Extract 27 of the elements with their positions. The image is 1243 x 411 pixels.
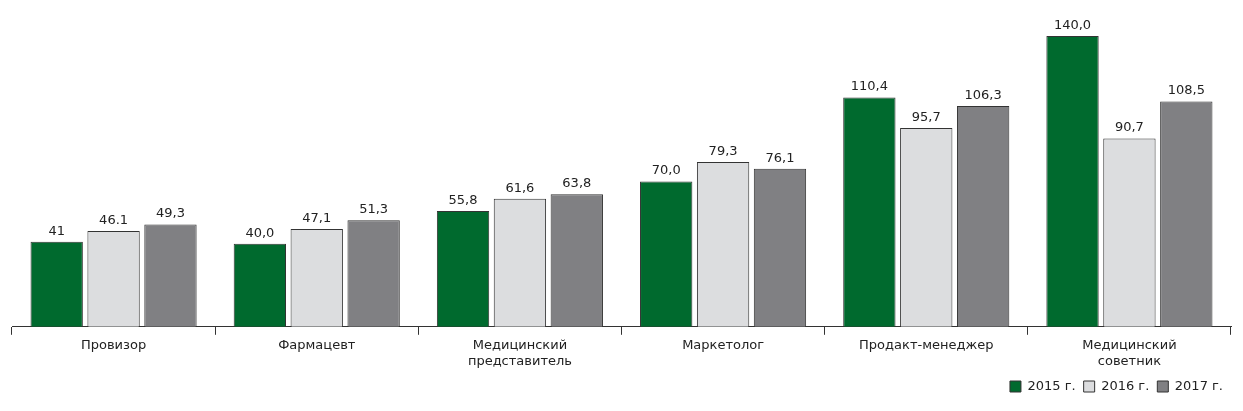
data-label: 41 [48,222,65,238]
data-label: 51,3 [359,201,389,217]
data-label: 106,3 [964,86,1002,102]
data-label: 108,5 [1167,82,1205,98]
data-label: 70,0 [651,162,681,178]
x-tick-label: Маркетолог [682,336,765,352]
legend-label: 2017 г. [1174,377,1224,393]
data-label: 61,6 [505,179,535,195]
data-label: 95,7 [911,108,941,124]
data-label: 110,4 [850,78,888,94]
data-label: 55,8 [448,191,478,207]
data-label: 76,1 [765,149,795,165]
x-tick-label: Медицинский представитель [467,336,572,368]
data-label: 40,0 [245,224,275,240]
x-tick-label: Фармацевт [278,336,356,352]
x-tick-label: Провизор [80,336,147,352]
data-label: 49,3 [155,205,185,221]
legend-label: 2015 г. [1027,377,1076,393]
data-label: 63,8 [562,175,592,191]
data-label: 47,1 [302,209,332,225]
x-tick-label: Продакт-менеджер [859,336,994,352]
x-tick-label: Медицинский советник [1082,336,1177,368]
data-label: 46.1 [99,211,129,227]
data-label: 140,0 [1053,16,1092,32]
legend-label: 2016 г. [1101,377,1150,393]
data-label: 90,7 [1114,119,1144,135]
data-label: 79,3 [708,142,738,158]
